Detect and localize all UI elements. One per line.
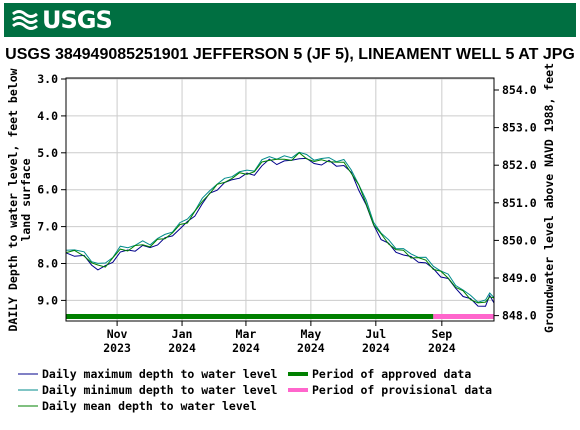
y-axis-label: DAILY Depth to water level, feet below <box>6 68 20 331</box>
legend-label: Daily minimum depth to water level <box>42 383 277 397</box>
usgs-logo[interactable]: USGS <box>12 6 113 34</box>
x-tick-year: 2024 <box>428 341 456 355</box>
x-tick-year: 2023 <box>103 341 131 355</box>
x-tick-year: 2024 <box>232 341 260 355</box>
y-tick-label: 8.0 <box>37 257 58 271</box>
x-tick-year: 2024 <box>297 341 325 355</box>
y-tick-label: 4.0 <box>37 109 58 123</box>
series-line <box>65 152 495 304</box>
x-tick-month: Nov <box>107 327 128 341</box>
series-line <box>65 157 495 307</box>
x-tick-month: Jan <box>172 327 193 341</box>
x-tick-month: Jul <box>365 327 386 341</box>
x-tick-month: May <box>300 327 321 341</box>
plot-area-frame <box>65 77 495 322</box>
usgs-header-banner: USGS <box>4 3 576 37</box>
y2-tick-label: 853.0 <box>502 121 537 135</box>
y-tick-label: 3.0 <box>37 72 58 86</box>
y2-tick-label: 854.0 <box>502 83 537 97</box>
y2-axis-label: Groundwater level above NAVD 1988, feet <box>542 63 556 333</box>
y-tick-label: 5.0 <box>37 146 58 160</box>
series-lines <box>65 151 495 307</box>
usgs-logo-text: USGS <box>42 6 113 34</box>
chart-title: USGS 384949085251901 JEFFERSON 5 (JF 5),… <box>5 46 575 63</box>
y2-tick-label: 848.0 <box>502 309 537 323</box>
y2-tick-label: 850.0 <box>502 233 537 247</box>
legend-label: Period of approved data <box>312 367 471 381</box>
x-tick-year: 2024 <box>362 341 390 355</box>
grid-lines <box>66 78 494 321</box>
y2-tick-label: 852.0 <box>502 158 537 172</box>
period-bar <box>433 314 494 319</box>
usgs-wave-icon <box>12 10 38 30</box>
y-axis-label-line2: land surface <box>19 158 33 241</box>
x-axis-ticks: Nov2023Jan2024Mar2024May2024Jul2024Sep20… <box>103 321 456 355</box>
period-bar <box>66 314 434 319</box>
data-period-bars <box>66 314 494 319</box>
legend-label: Period of provisional data <box>312 383 492 397</box>
x-tick-month: Mar <box>236 327 257 341</box>
y-tick-label: 6.0 <box>37 183 58 197</box>
y2-axis-ticks: 854.0 853.0 852.0 851.0 850.0 849.0 848.0 <box>494 83 537 323</box>
y-tick-label: 9.0 <box>37 293 58 307</box>
x-tick-year: 2024 <box>168 341 196 355</box>
legend-label: Daily mean depth to water level <box>42 399 257 413</box>
x-tick-month: Sep <box>431 327 452 341</box>
y2-tick-label: 849.0 <box>502 271 537 285</box>
legend: Daily maximum depth to water level Daily … <box>18 367 492 413</box>
y-tick-label: 7.0 <box>37 220 58 234</box>
legend-label: Daily maximum depth to water level <box>42 367 277 381</box>
y2-tick-label: 851.0 <box>502 196 537 210</box>
series-line <box>65 151 495 303</box>
y-axis-ticks: 3.0 4.0 5.0 6.0 7.0 8.0 9.0 <box>37 72 66 307</box>
